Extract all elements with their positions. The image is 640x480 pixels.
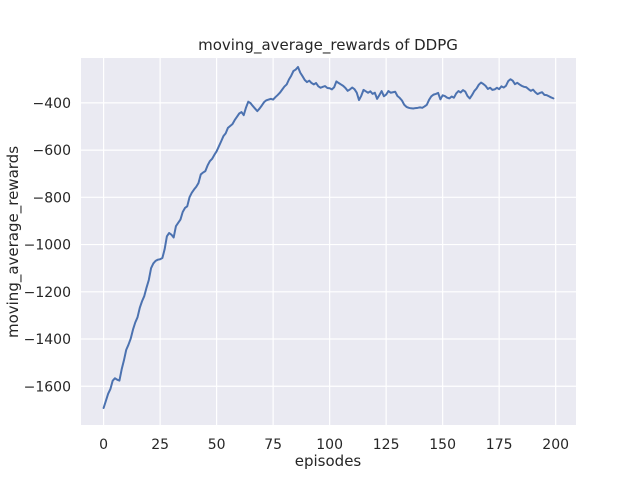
y-tick-label: −600 bbox=[33, 143, 71, 159]
x-tick-label: 75 bbox=[264, 437, 282, 453]
x-tick-label: 200 bbox=[542, 437, 569, 453]
y-tick-label: −1200 bbox=[24, 285, 71, 301]
chart-title: moving_average_rewards of DDPG bbox=[198, 36, 458, 54]
y-tick-label: −1000 bbox=[24, 238, 71, 254]
x-tick-label: 100 bbox=[316, 437, 343, 453]
plot-area bbox=[81, 58, 576, 425]
x-tick-label: 125 bbox=[373, 437, 400, 453]
y-tick-label: −1400 bbox=[24, 332, 71, 348]
x-tick-label: 175 bbox=[486, 437, 513, 453]
x-axis-label: episodes bbox=[294, 452, 362, 470]
x-tick-label: 150 bbox=[429, 437, 456, 453]
series-line bbox=[102, 65, 555, 409]
x-tick-label: 50 bbox=[208, 437, 226, 453]
x-tick-label: 25 bbox=[151, 437, 169, 453]
y-axis-label: moving_average_rewards bbox=[4, 145, 22, 339]
x-tick-label: 0 bbox=[99, 437, 108, 453]
y-tick-label: −1600 bbox=[24, 379, 71, 395]
y-tick-label: −800 bbox=[33, 190, 71, 206]
y-tick-label: −400 bbox=[33, 96, 71, 112]
